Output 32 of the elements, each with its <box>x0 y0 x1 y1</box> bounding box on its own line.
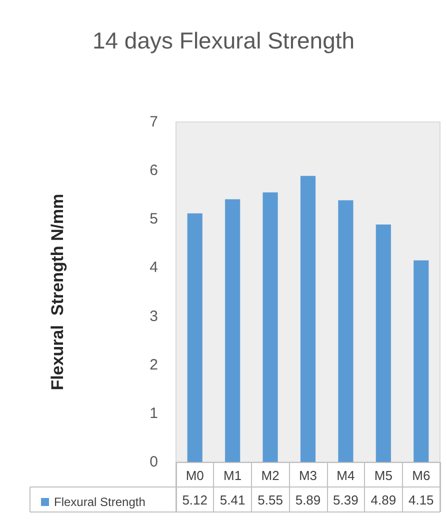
x-tick-label: M5 <box>374 468 392 483</box>
chart-title: 14 days Flexural Strength <box>92 28 355 54</box>
x-tick-label: M1 <box>224 468 242 483</box>
y-tick-label: 3 <box>150 308 158 325</box>
data-label: 5.12 <box>182 492 208 508</box>
bar <box>338 200 354 462</box>
y-tick-label: 1 <box>150 404 158 422</box>
data-label: 5.41 <box>220 492 246 508</box>
bar <box>262 192 278 462</box>
y-axis-title: Flexural Strength N/mm <box>48 194 67 390</box>
y-tick-label: 5 <box>150 210 158 228</box>
data-label: 5.39 <box>333 492 358 508</box>
x-tick-label: M0 <box>186 468 204 483</box>
legend-label: Flexural Strength <box>54 495 146 509</box>
data-label: 4.15 <box>408 492 434 508</box>
x-tick-label: M2 <box>261 468 280 483</box>
x-tick-label: M3 <box>298 468 318 483</box>
y-tick-label: 2 <box>150 356 158 374</box>
data-label: 4.89 <box>370 492 396 508</box>
bar <box>376 224 391 462</box>
x-tick-label: M6 <box>412 468 430 483</box>
x-tick-label: M4 <box>336 468 355 483</box>
bar <box>225 199 240 462</box>
y-tick-label: 6 <box>150 162 158 180</box>
bar <box>414 260 429 462</box>
data-label: 5.89 <box>295 492 321 508</box>
data-label: 5.55 <box>258 492 283 508</box>
y-tick-label: 0 <box>150 454 158 470</box>
y-tick-label: 4 <box>150 259 158 276</box>
y-tick-label: 7 <box>150 114 158 130</box>
bar <box>300 176 316 462</box>
bar <box>187 213 202 462</box>
